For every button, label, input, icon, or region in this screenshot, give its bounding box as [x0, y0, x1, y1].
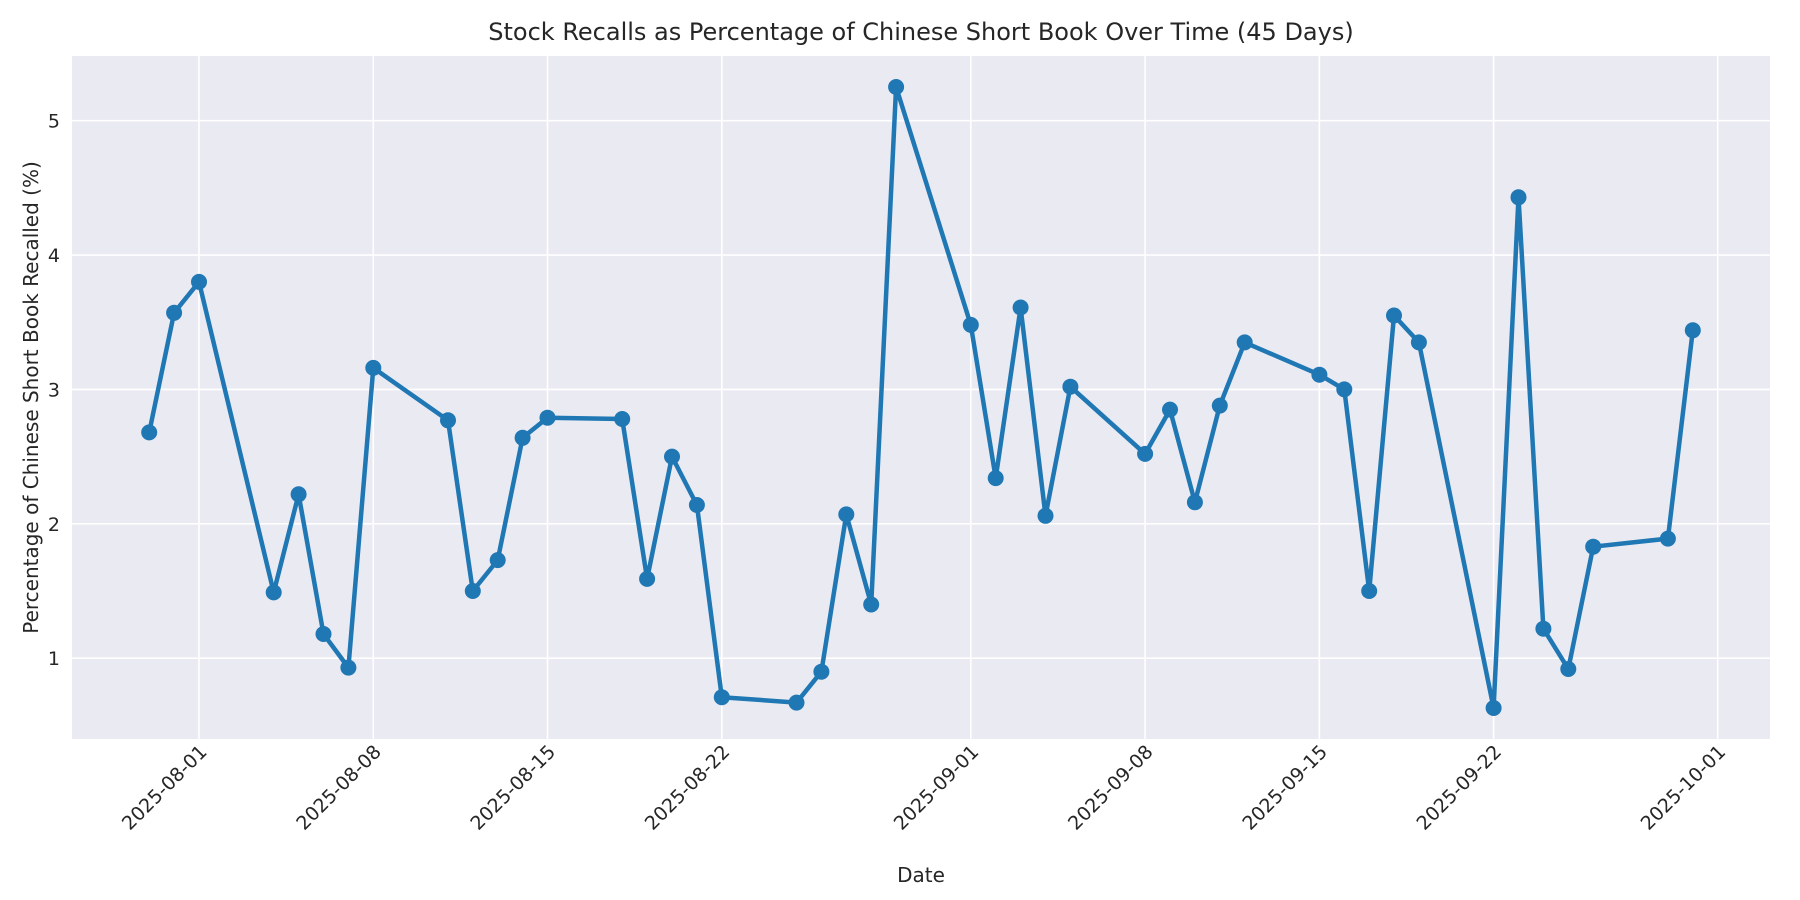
x-axis-label: Date [897, 863, 945, 887]
data-point [340, 659, 357, 676]
data-point [788, 694, 805, 711]
data-point [1535, 620, 1552, 637]
y-tick-label: 4 [48, 245, 60, 267]
data-point [1062, 378, 1079, 395]
data-series [141, 79, 1701, 716]
data-point [1037, 507, 1054, 524]
data-point [489, 552, 506, 569]
data-point [315, 626, 332, 642]
data-point [639, 570, 656, 587]
y-tick-label: 5 [48, 111, 60, 133]
data-point [1510, 189, 1527, 206]
data-point [440, 412, 456, 429]
data-point [141, 424, 158, 441]
y-axis-label: Percentage of Chinese Short Book Recalle… [19, 161, 43, 634]
data-point [614, 411, 631, 427]
data-point [987, 470, 1004, 487]
data-point [688, 497, 705, 513]
data-point [664, 448, 680, 465]
data-point [1485, 700, 1502, 716]
data-point [365, 359, 382, 376]
data-point [1560, 661, 1577, 677]
data-point [166, 304, 183, 321]
y-tick-label: 1 [48, 648, 60, 670]
data-point [863, 596, 880, 613]
data-point [1684, 322, 1701, 339]
data-point [1386, 307, 1402, 324]
y-tick-labels: 1 2 3 4 5 [48, 111, 60, 671]
data-point [1311, 366, 1328, 383]
data-point [888, 79, 905, 95]
data-point [713, 689, 730, 706]
data-point [1410, 334, 1427, 351]
y-tick-label: 3 [48, 379, 60, 401]
data-point [1659, 530, 1676, 547]
data-point [464, 583, 481, 599]
data-point [1137, 445, 1154, 462]
data-point [813, 663, 830, 680]
data-point [290, 486, 307, 503]
data-point [1236, 334, 1253, 351]
gridlines [72, 56, 1770, 739]
data-point [1186, 494, 1203, 511]
data-point [1585, 538, 1602, 555]
data-point [962, 316, 979, 333]
data-point [1162, 401, 1178, 418]
data-point [265, 584, 282, 601]
data-point [1012, 299, 1029, 316]
y-tick-label: 2 [48, 514, 60, 536]
data-point [1361, 583, 1378, 599]
data-point [838, 506, 855, 523]
data-point [1211, 397, 1228, 414]
data-point [514, 429, 531, 446]
data-point [1336, 381, 1353, 398]
chart-title: Stock Recalls as Percentage of Chinese S… [488, 18, 1353, 46]
data-point [539, 409, 556, 426]
data-point [191, 273, 207, 290]
